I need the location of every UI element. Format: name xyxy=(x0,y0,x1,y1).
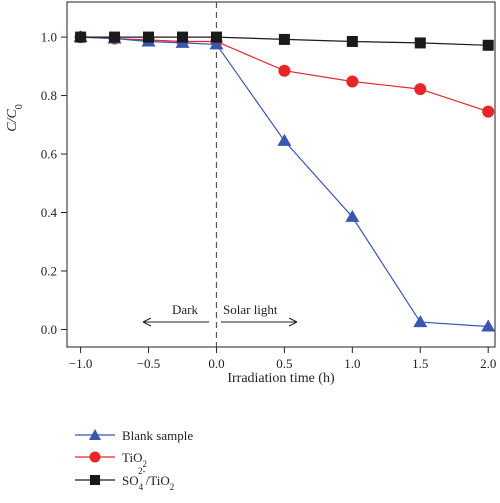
y-axis-title: C/C0 xyxy=(5,104,25,132)
data-point-blank xyxy=(413,315,428,328)
data-point-blank xyxy=(277,133,292,146)
axes xyxy=(66,1,496,348)
data-point-blank xyxy=(209,37,224,50)
data-point-blank xyxy=(345,209,360,222)
y-tick-label: 0.2 xyxy=(41,263,57,278)
x-tick-label: 0.5 xyxy=(276,356,292,371)
data-point-so4 xyxy=(346,35,358,47)
legend-item-so4: SO42-/TiO2 xyxy=(75,466,174,492)
data-point-so4 xyxy=(414,37,426,49)
series-group xyxy=(73,30,496,332)
legend-item-blank: Blank sample xyxy=(75,428,193,443)
data-point-tio2 xyxy=(482,105,495,118)
plot-frame xyxy=(66,1,496,348)
x-tick-label: 1.0 xyxy=(344,356,360,371)
y-tick-label: 1.0 xyxy=(41,30,57,45)
legend-label-tio2: TiO2 xyxy=(122,450,147,469)
x-axis-title: Irradiation time (h) xyxy=(227,371,335,386)
legend-marker-circle xyxy=(89,451,101,463)
data-point-blank xyxy=(481,319,496,332)
series-line-blank xyxy=(80,36,489,328)
x-tick-label: 1.5 xyxy=(412,356,428,371)
legend-label-blank: Blank sample xyxy=(122,428,193,443)
legend-marker-square xyxy=(90,475,100,485)
x-tick-label: −1.0 xyxy=(69,356,93,371)
solar-light-label: Solar light xyxy=(223,302,278,317)
legend-label-so4: SO42-/TiO2 xyxy=(122,466,174,492)
data-point-tio2 xyxy=(346,75,359,88)
y-axis-title-main: C/C xyxy=(5,109,20,132)
data-point-so4 xyxy=(109,31,121,43)
data-point-so4 xyxy=(278,33,290,45)
data-point-so4 xyxy=(482,39,494,51)
y-axis-title-sub: 0 xyxy=(14,104,25,109)
data-point-tio2 xyxy=(278,64,291,77)
data-point-so4 xyxy=(143,31,155,43)
x-tick-label: 2.0 xyxy=(480,356,496,371)
y-tick-label: 0.6 xyxy=(41,147,58,162)
x-tick-label: 0.0 xyxy=(208,356,224,371)
data-point-so4 xyxy=(210,31,222,43)
legend-item-tio2: TiO2 xyxy=(75,450,147,469)
data-point-so4 xyxy=(75,31,87,43)
y-tick-label: 0.4 xyxy=(41,205,58,220)
dark-arrow xyxy=(142,317,209,327)
legend: Blank sample TiO2 SO42-/TiO2 xyxy=(75,428,193,492)
series-so4 xyxy=(75,31,494,51)
legend-marker-triangle xyxy=(89,429,101,440)
ticks: −1.0 −0.5 0.0 0.5 1.0 1.5 2.0 0.0 0.2 0.4 0.6 0.8 1.… xyxy=(41,30,497,371)
solar-arrow xyxy=(221,317,298,327)
data-point-tio2 xyxy=(414,83,427,96)
x-tick-label: −0.5 xyxy=(137,356,161,371)
y-tick-label: 0.8 xyxy=(41,88,57,103)
y-tick-label: 0.0 xyxy=(41,322,57,337)
data-point-so4 xyxy=(176,31,188,43)
dark-label: Dark xyxy=(172,302,198,317)
